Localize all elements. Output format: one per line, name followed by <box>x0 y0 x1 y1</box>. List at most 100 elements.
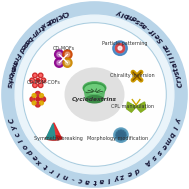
Text: s: s <box>138 19 145 26</box>
Circle shape <box>118 138 120 139</box>
Text: y: y <box>11 124 18 130</box>
Circle shape <box>124 132 125 134</box>
Text: y: y <box>175 74 182 80</box>
Circle shape <box>38 73 43 78</box>
Circle shape <box>65 52 70 57</box>
Text: r: r <box>13 56 20 61</box>
Text: l: l <box>54 14 59 20</box>
Text: e: e <box>160 142 167 150</box>
Text: r: r <box>7 76 13 81</box>
Circle shape <box>120 132 122 134</box>
Text: Chirality inversion: Chirality inversion <box>110 73 155 78</box>
Text: m: m <box>9 60 18 70</box>
Text: t: t <box>93 178 96 184</box>
Circle shape <box>118 134 120 136</box>
Circle shape <box>40 84 42 86</box>
Circle shape <box>30 97 35 102</box>
Circle shape <box>55 50 64 59</box>
Circle shape <box>65 60 70 65</box>
Circle shape <box>63 58 72 67</box>
Text: e: e <box>44 18 51 26</box>
Text: CD-POM-COFs: CD-POM-COFs <box>26 80 60 85</box>
Text: r: r <box>176 78 183 83</box>
Circle shape <box>41 78 46 83</box>
Circle shape <box>57 60 61 65</box>
Text: c: c <box>57 12 63 19</box>
Text: s: s <box>6 83 12 88</box>
Text: e: e <box>162 42 170 50</box>
Ellipse shape <box>46 136 62 140</box>
Circle shape <box>124 136 125 138</box>
Circle shape <box>36 97 40 101</box>
Text: y: y <box>173 117 180 123</box>
Polygon shape <box>127 102 136 112</box>
Text: C: C <box>177 82 184 88</box>
Circle shape <box>119 133 121 134</box>
Circle shape <box>15 15 174 174</box>
Text: t: t <box>43 163 50 170</box>
Circle shape <box>117 132 118 134</box>
Circle shape <box>35 91 40 96</box>
Text: s: s <box>21 40 29 47</box>
Text: Cyclodextrins: Cyclodextrins <box>72 97 117 102</box>
Text: d: d <box>47 16 54 24</box>
Circle shape <box>41 97 46 102</box>
Circle shape <box>114 128 128 142</box>
Text: CD-MOFs: CD-MOFs <box>53 46 75 51</box>
Text: x: x <box>37 158 44 166</box>
Circle shape <box>2 2 187 187</box>
Text: f: f <box>149 27 155 33</box>
Circle shape <box>30 78 34 83</box>
Text: o: o <box>22 142 29 150</box>
Circle shape <box>40 101 43 105</box>
Text: e: e <box>126 169 133 177</box>
Text: e: e <box>9 65 16 71</box>
Text: i: i <box>57 170 62 176</box>
Text: e: e <box>131 14 138 22</box>
Circle shape <box>55 58 64 67</box>
Text: A: A <box>144 158 153 166</box>
Text: l: l <box>170 58 177 63</box>
Text: -: - <box>146 24 152 31</box>
Text: C: C <box>9 117 16 124</box>
Text: b: b <box>25 34 33 42</box>
Circle shape <box>116 134 118 136</box>
Text: b: b <box>123 11 130 18</box>
Ellipse shape <box>83 82 106 94</box>
Text: a: a <box>99 177 105 184</box>
Circle shape <box>40 94 43 97</box>
Text: d: d <box>26 148 34 156</box>
Circle shape <box>121 133 123 134</box>
Text: n: n <box>63 172 69 180</box>
Text: y: y <box>113 174 119 181</box>
Circle shape <box>40 74 42 76</box>
Text: -: - <box>71 175 75 181</box>
Text: x: x <box>41 20 48 28</box>
Circle shape <box>122 131 124 132</box>
Text: s: s <box>174 70 181 75</box>
Text: l: l <box>18 137 25 143</box>
Text: l: l <box>107 176 111 183</box>
Text: l: l <box>171 125 177 129</box>
Text: i: i <box>167 50 173 56</box>
Ellipse shape <box>65 68 124 121</box>
Polygon shape <box>46 124 55 139</box>
Text: y: y <box>60 11 66 18</box>
Polygon shape <box>84 89 105 99</box>
Text: e: e <box>19 43 27 50</box>
Text: z: z <box>120 172 126 179</box>
Circle shape <box>122 138 124 139</box>
Text: -: - <box>28 33 35 39</box>
Circle shape <box>43 79 44 81</box>
Circle shape <box>118 131 120 132</box>
Circle shape <box>115 129 127 141</box>
Circle shape <box>36 78 40 82</box>
Circle shape <box>120 136 122 138</box>
Text: d: d <box>132 166 140 174</box>
Text: r: r <box>36 25 43 32</box>
Circle shape <box>31 79 33 81</box>
Text: e: e <box>154 32 162 40</box>
Text: i: i <box>34 28 40 34</box>
Text: l: l <box>121 10 125 16</box>
Text: w: w <box>8 68 15 76</box>
